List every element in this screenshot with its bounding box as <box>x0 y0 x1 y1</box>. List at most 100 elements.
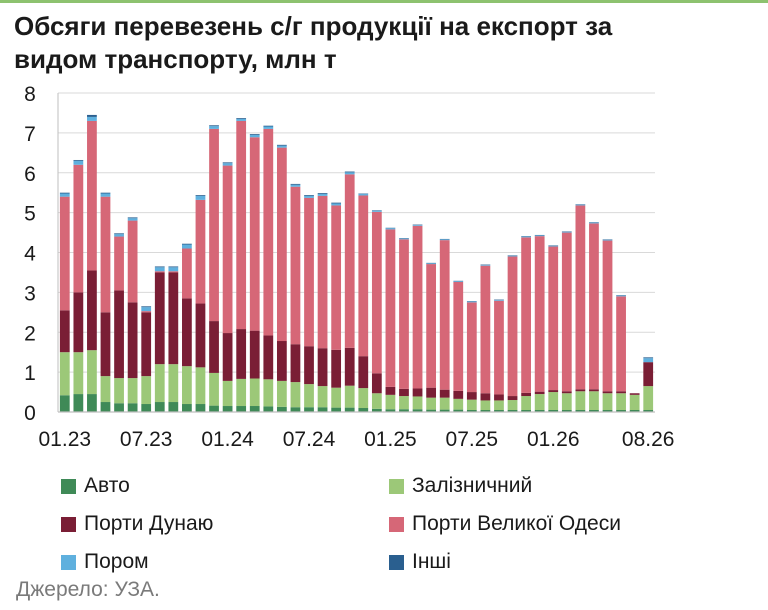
bar-segment-auto-05.24 <box>276 406 287 412</box>
bar-segment-odesa-02.23 <box>73 164 84 293</box>
bar-segment-odesa-01.26 <box>548 246 559 391</box>
bar-segment-rail-03.24 <box>249 378 260 407</box>
bar-segment-auto-03.25 <box>412 409 423 412</box>
bar-segment-ferry-05.25 <box>439 239 450 241</box>
bar-segment-auto-02.24 <box>236 406 247 412</box>
x-tick-label: 07.24 <box>283 428 336 451</box>
bar-segment-danube-05.25 <box>439 389 450 398</box>
bar-segment-danube-10.24 <box>344 347 355 386</box>
bar-segment-auto-10.25 <box>507 410 518 412</box>
bar-segment-danube-06.25 <box>453 390 464 399</box>
bar-segment-auto-09.25 <box>494 410 504 412</box>
bar-segment-ferry-08.23 <box>154 267 165 272</box>
bar-segment-rail-01.23 <box>59 352 70 396</box>
bar-segment-ferry-06.23 <box>127 218 138 221</box>
bar-segment-other-08.23 <box>154 266 165 268</box>
bar-segment-danube-02.26 <box>561 391 572 394</box>
bar-segment-danube-02.25 <box>399 388 409 397</box>
bar-segment-rail-11.24 <box>358 388 369 409</box>
bar-segment-ferry-10.24 <box>344 172 355 175</box>
bar-segment-odesa-11.23 <box>195 199 206 304</box>
bar-segment-danube-07.23 <box>141 312 152 377</box>
bar-segment-rail-09.23 <box>168 364 179 403</box>
bar-segment-ferry-02.24 <box>236 118 247 121</box>
bar-segment-ferry-10.23 <box>182 244 192 249</box>
bar-segment-odesa-01.25 <box>385 229 396 387</box>
bar-segment-danube-08.23 <box>154 272 165 365</box>
bar-segment-rail-05.26 <box>602 393 613 411</box>
y-tick-label: 5 <box>24 203 36 226</box>
bar-segment-other-06.24 <box>290 183 301 185</box>
bar-segment-rail-04.26 <box>589 391 599 410</box>
bar-segment-odesa-03.24 <box>249 137 260 331</box>
bar-segment-auto-02.23 <box>73 394 84 412</box>
bar-segment-ferry-08.24 <box>317 193 328 196</box>
bar-segment-odesa-06.25 <box>453 282 464 391</box>
bar-segment-auto-05.26 <box>602 410 613 412</box>
bar-segment-other-02.23 <box>73 159 84 161</box>
bar-segment-odesa-05.26 <box>602 240 613 392</box>
bar-segment-danube-05.26 <box>602 391 613 394</box>
bar-segment-danube-11.25 <box>521 392 531 397</box>
x-tick-label: 01.26 <box>527 428 580 451</box>
bar-segment-ferry-04.25 <box>426 263 437 265</box>
bar-segment-rail-03.23 <box>87 350 97 395</box>
bar-segment-auto-09.23 <box>168 402 179 412</box>
x-tick-label: 01.25 <box>364 428 417 451</box>
x-tick-label: 01.23 <box>39 428 92 451</box>
bar-segment-danube-08.24 <box>317 348 328 387</box>
bar-segment-rail-12.24 <box>371 393 382 409</box>
bar-segment-other-11.23 <box>195 195 206 196</box>
bar-segment-danube-11.23 <box>195 303 206 368</box>
bar-segment-danube-06.24 <box>290 344 301 383</box>
bar-segment-odesa-08.23 <box>154 271 165 273</box>
bar-segment-ferry-03.24 <box>249 134 260 138</box>
bar-segment-rail-04.25 <box>426 397 437 410</box>
bar-segment-odesa-10.24 <box>344 174 355 348</box>
bar-segment-auto-06.25 <box>453 409 464 412</box>
bar-segment-ferry-01.26 <box>548 245 559 247</box>
x-tick-label: 07.23 <box>120 428 173 451</box>
bar-segment-ferry-07.23 <box>141 307 152 312</box>
bar-segment-danube-07.25 <box>466 392 477 400</box>
bar-segment-odesa-01.24 <box>222 165 233 334</box>
bar-segment-odesa-01.23 <box>59 196 70 311</box>
bar-segment-auto-07.25 <box>466 410 477 412</box>
bar-segment-danube-11.24 <box>358 356 369 389</box>
bar-segment-ferry-12.24 <box>371 210 382 212</box>
bar-segment-other-09.23 <box>168 266 179 268</box>
bar-segment-danube-10.23 <box>182 298 192 367</box>
bar-segment-odesa-04.26 <box>589 223 599 390</box>
bar-segment-other-07.24 <box>304 195 314 196</box>
bar-segment-auto-04.25 <box>426 409 437 412</box>
bar-segment-danube-03.23 <box>87 270 97 351</box>
bar-segment-ferry-01.24 <box>222 163 233 166</box>
bar-segment-odesa-12.23 <box>209 128 219 322</box>
bar-segment-ferry-09.24 <box>331 203 342 206</box>
bar-segment-auto-08.24 <box>317 407 328 412</box>
bar-segment-rail-03.26 <box>575 391 586 410</box>
bar-segment-auto-08.23 <box>154 402 165 412</box>
bar-segment-other-04.24 <box>263 125 274 127</box>
bar-segment-danube-06.26 <box>616 391 626 394</box>
bar-segment-ferry-06.24 <box>290 184 301 187</box>
bar-segment-rail-01.25 <box>385 394 396 410</box>
bar-segment-odesa-11.25 <box>521 237 531 393</box>
bar-segment-odesa-10.23 <box>182 248 192 299</box>
bar-segment-danube-04.26 <box>589 389 599 392</box>
bar-segment-rail-03.25 <box>412 396 423 410</box>
y-tick-label: 8 <box>24 83 36 106</box>
bar-segment-ferry-07.25 <box>466 301 477 303</box>
bar-segment-ferry-09.23 <box>168 267 179 272</box>
bar-segment-danube-04.23 <box>100 312 111 377</box>
bar-segment-rail-01.26 <box>548 392 559 410</box>
chart-title-line-1: Обсяги перевезень с/г продукції на експо… <box>14 11 613 41</box>
bar-segment-rail-06.23 <box>127 378 138 404</box>
y-tick-label: 1 <box>24 362 36 385</box>
bar-segment-rail-09.24 <box>331 387 342 408</box>
bar-segment-odesa-07.25 <box>466 302 477 393</box>
bar-segment-danube-01.24 <box>222 333 233 381</box>
bar-segment-ferry-08.25 <box>480 264 491 266</box>
bar-segment-odesa-05.25 <box>439 240 450 390</box>
bar-segment-rail-06.24 <box>290 382 301 408</box>
